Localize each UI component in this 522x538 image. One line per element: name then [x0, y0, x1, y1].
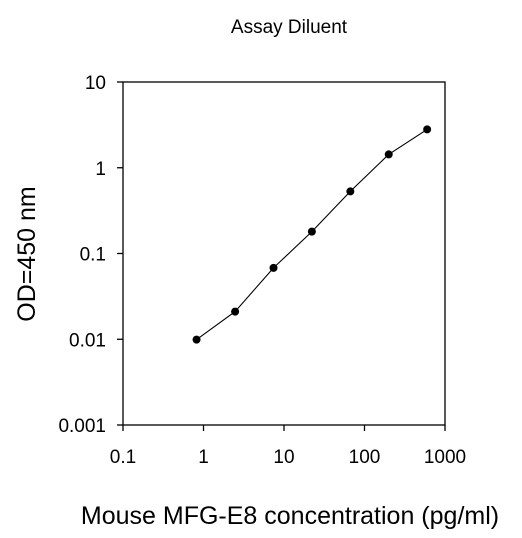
x-tick-label: 100	[349, 447, 381, 468]
chart-title: Assay Diluent	[231, 17, 348, 38]
data-point	[346, 187, 355, 196]
data-point	[307, 227, 316, 236]
y-axis-title: OD=450 nm	[13, 186, 41, 322]
x-tick-label: 10	[273, 447, 294, 468]
x-axis-ticks: 0.1 1 10 100 1000	[110, 425, 466, 468]
y-tick-label: 10	[85, 73, 106, 94]
y-tick-label: 0.1	[80, 245, 106, 266]
x-tick-label: 1	[198, 447, 209, 468]
x-tick-label: 0.1	[110, 447, 136, 468]
data-point	[192, 335, 201, 344]
data-points	[192, 125, 432, 344]
plot-frame	[122, 81, 446, 426]
data-point	[423, 125, 432, 134]
y-axis-ticks: 0.001 0.01 0.1 1 10	[58, 73, 123, 437]
y-tick-label: 1	[95, 159, 106, 180]
data-point	[384, 150, 393, 159]
x-axis-title: Mouse MFG-E8 concentration (pg/ml)	[81, 502, 499, 530]
x-tick-label: 1000	[424, 447, 466, 468]
y-tick-label: 0.01	[69, 330, 106, 351]
data-point	[231, 307, 240, 316]
data-point	[269, 263, 278, 272]
y-tick-label: 0.001	[58, 416, 106, 437]
